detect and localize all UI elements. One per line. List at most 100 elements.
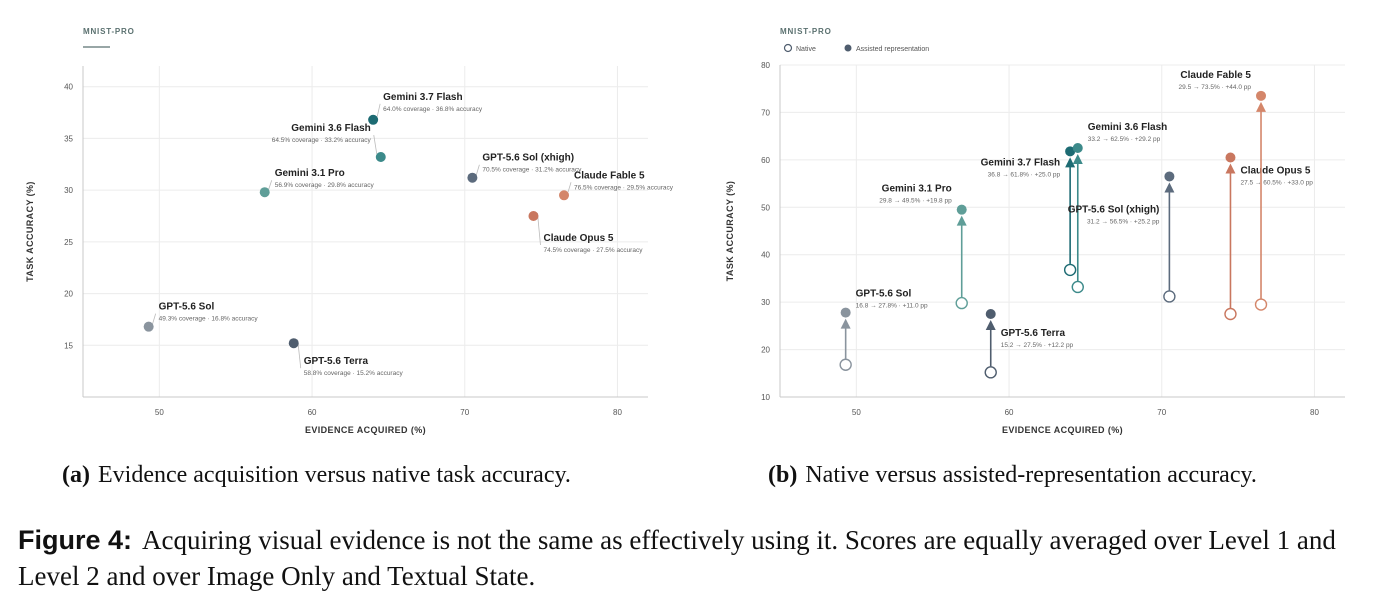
chart-panel-b: MNIST-PRO 50 60 70 80 10 20 30 40 50 60 70 80 EVIDENC… [700,0,1400,460]
data-point [467,172,478,183]
leader-line [268,180,273,190]
point-sublabel: 29.8 → 49.5% · +19.8 pp [879,198,952,205]
x-axis-label: EVIDENCE ACQUIRED (%) [305,425,426,435]
y-tick-label: 80 [761,61,770,70]
improvement-arrowhead [1065,157,1076,168]
improvement-arrowhead [1256,101,1267,112]
point-label: Claude Fable 5 [1180,70,1251,81]
point-label: GPT-5.6 Sol (xhigh) [1068,204,1160,215]
improvement-arrowhead [985,320,996,330]
scatter-chart-a: MNIST-PRO 50 60 70 80 15 20 25 30 35 40 EVIDENCE AC… [25,27,674,435]
figure-caption-label: Figure 4: [18,525,133,555]
native-point [1063,263,1077,277]
point-label: Gemini 3.6 Flash [1088,122,1167,133]
y-tick-label: 70 [761,108,770,117]
native-point [1071,280,1084,294]
x-tick-label: 50 [852,408,861,417]
point-sublabel: 36.8 → 61.8% · +25.0 pp [988,171,1061,178]
x-tick-label: 80 [1310,408,1319,417]
point-label: Gemini 3.7 Flash [383,92,462,103]
x-tick-label: 70 [1157,408,1166,417]
y-tick-label: 15 [64,341,73,350]
figure-caption: Figure 4: Acquiring visual evidence is no… [18,522,1388,594]
leader-line [537,212,541,246]
improvement-arrowhead [840,318,851,329]
native-point [955,296,968,310]
point-label: Gemini 3.1 Pro [882,184,952,195]
y-tick-label: 40 [64,83,73,92]
point-sublabel: 64.0% coverage · 36.8% accuracy [383,106,483,113]
y-tick-label: 20 [64,290,73,299]
improvement-arrowhead [956,215,967,226]
subcaption-b: (b) Native versus assisted-representation… [768,462,1257,489]
y-tick-label: 30 [64,186,73,195]
native-point [1163,290,1176,303]
y-tick-label: 40 [761,251,770,260]
x-axis-label: EVIDENCE ACQUIRED (%) [1002,425,1123,435]
leader-line [376,103,381,117]
leader-line [373,134,378,155]
assisted-point [1256,90,1267,101]
x-tick-label: 70 [460,408,469,417]
data-point [288,338,299,349]
native-point [1224,307,1237,321]
assisted-point [840,307,851,318]
assisted-point [985,309,996,319]
subcaption-a-text: Evidence acquisition versus native task … [97,462,571,488]
chart-tag: MNIST-PRO [83,27,135,36]
improvement-arrowhead [1072,154,1083,164]
subcaption-a-tag: (a) [62,462,90,488]
point-label: GPT-5.6 Terra [304,356,369,367]
point-sublabel: 27.5 → 60.5% · +33.0 pp [1240,179,1313,186]
y-axis-label: TASK ACCURACY (%) [725,181,735,282]
y-tick-label: 50 [761,203,770,212]
point-label: GPT-5.6 Sol (xhigh) [482,153,574,164]
legend-native-label: Native [796,46,816,53]
point-sublabel: 15.2 → 27.5% · +12.2 pp [1001,342,1074,349]
point-label: Gemini 3.7 Flash [981,157,1060,168]
y-tick-label: 30 [761,298,770,307]
point-sublabel: 33.2 → 62.5% · +29.2 pp [1088,136,1161,143]
point-sublabel: 70.5% coverage · 31.2% accuracy [482,167,582,174]
point-label: Gemini 3.6 Flash [291,123,370,134]
x-tick-label: 60 [1005,408,1014,417]
point-sublabel: 56.9% coverage · 29.8% accuracy [275,182,375,189]
point-sublabel: 58.8% coverage · 15.2% accuracy [304,370,404,377]
data-point [143,321,154,332]
assisted-point [1225,152,1236,163]
legend-assisted-marker [844,44,852,52]
subcaption-b-tag: (b) [768,462,798,488]
point-sublabel: 49.3% coverage · 16.8% accuracy [159,316,259,323]
point-sublabel: 16.8 → 27.8% · +11.0 pp [856,303,928,310]
leader-line [567,182,572,193]
data-point [559,190,570,201]
leader-line [152,313,157,324]
native-point [984,366,997,379]
point-sublabel: 76.5% coverage · 29.5% accuracy [574,184,674,191]
point-sublabel: 31.2 → 56.5% · +25.2 pp [1087,218,1160,225]
point-sublabel: 64.5% coverage · 33.2% accuracy [272,137,372,144]
x-tick-label: 50 [155,408,164,417]
x-tick-label: 80 [613,408,622,417]
y-axis-label: TASK ACCURACY (%) [25,181,35,282]
assisted-point [1072,143,1083,153]
native-point [839,358,852,371]
y-tick-label: 20 [761,346,770,355]
chart-panel-a: MNIST-PRO 50 60 70 80 15 20 25 30 35 40 EVIDENCE AC… [0,0,700,460]
assisted-point [1065,146,1076,157]
y-tick-label: 35 [64,134,73,143]
point-sublabel: 74.5% coverage · 27.5% accuracy [543,247,643,254]
assisted-point [956,204,967,215]
data-point [259,187,270,198]
point-label: Claude Opus 5 [543,233,613,244]
native-point [1254,298,1268,311]
point-label: GPT-5.6 Sol [159,302,215,313]
legend-native-marker [783,43,793,53]
data-point [375,152,386,163]
leader-line [476,164,480,175]
y-tick-label: 25 [64,238,73,247]
legend-assisted-label: Assisted representation [856,46,929,53]
point-label: Claude Opus 5 [1240,165,1310,176]
figure-caption-text: Acquiring visual evidence is not the sam… [18,525,1336,591]
arrow-chart-b: MNIST-PRO 50 60 70 80 10 20 30 40 50 60 70 80 EVIDENC… [725,27,1345,435]
